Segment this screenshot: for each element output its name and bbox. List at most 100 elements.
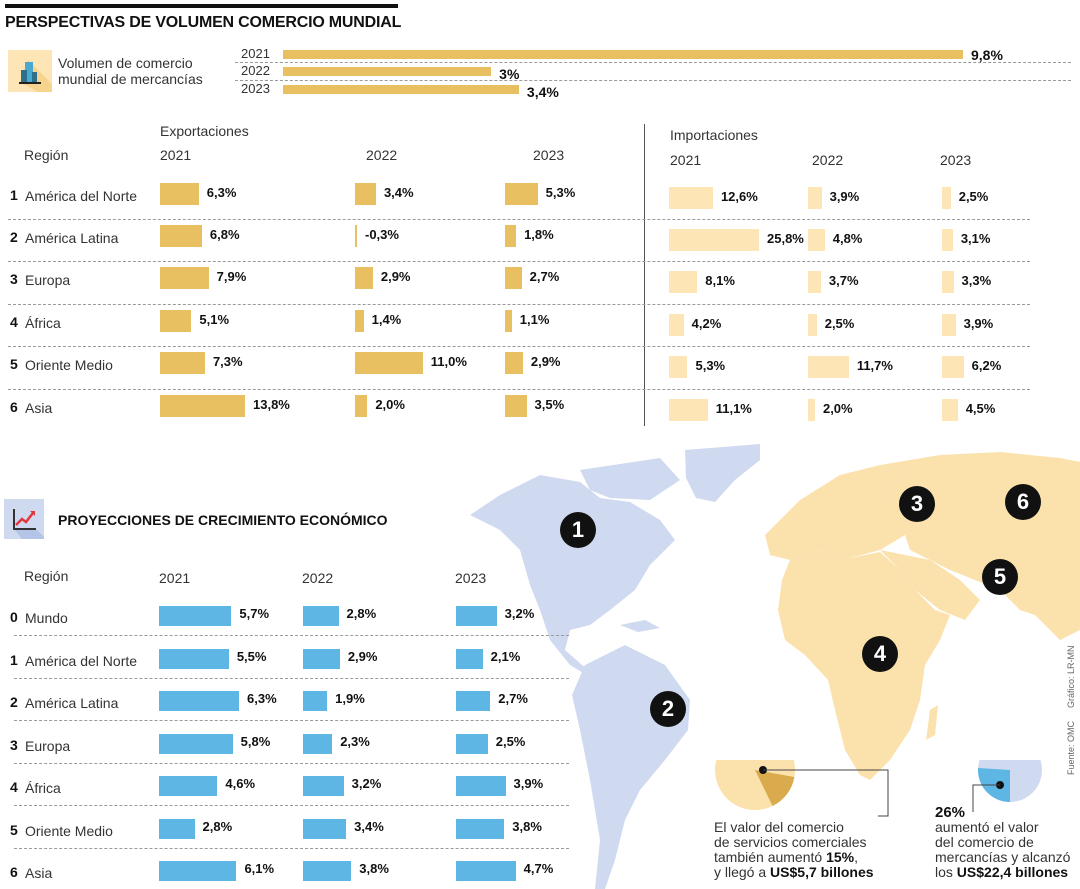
growth-bar [159,649,229,669]
exports-bar [505,352,523,374]
section-divider [644,124,645,426]
row-region-name: Mundo [25,610,68,626]
exports-bar [160,310,192,332]
row-divider [14,635,569,636]
row-region-name: América Latina [25,230,119,246]
title-rule [5,4,398,8]
imports-year-header: 2021 [670,152,702,168]
exports-bar [355,225,357,247]
imports-bar [808,271,821,293]
map-badge-4: 4 [862,636,898,672]
growth-bar [303,606,339,626]
row-region-name: África [25,315,61,331]
volume-label-line1: Volumen de comercio [58,55,193,71]
imports-bar [669,271,698,293]
imports-value-label: 8,1% [705,273,735,288]
imports-bar [808,229,825,251]
volume-year-label: 2023 [241,81,270,96]
exports-header: Exportaciones [160,123,249,139]
goods-note-line1: aumentó el valor [935,819,1039,835]
row-region-name: América del Norte [25,653,138,669]
services-note-line4: y llegó a US$5,7 billones [714,864,874,880]
growth-bar [159,606,232,626]
growth-value-label: 1,9% [335,691,365,706]
row-number: 6 [10,399,18,415]
exports-bar [505,267,522,289]
growth-value-label: 5,8% [240,734,271,749]
page-title: PERSPECTIVAS DE VOLUMEN COMERCIO MUNDIAL [5,14,402,31]
growth-value-label: 4,7% [523,861,554,876]
growth-value-label: 3,8% [359,861,389,876]
exports-value-label: 2,7% [529,269,560,284]
imports-bar [669,314,684,336]
services-note-line1: El valor del comercio [714,819,844,835]
map-badge-3: 3 [899,486,935,522]
growth-bar [159,734,233,754]
exports-value-label: 7,3% [212,354,243,369]
imports-value-label: 11,7% [856,358,893,373]
growth-bar [159,861,237,881]
exports-value-label: 2,0% [375,397,405,412]
growth-year-header: 2021 [159,570,191,586]
growth-value-label: 5,5% [236,649,267,664]
volume-divider [235,80,1071,81]
map-middle-east [880,550,980,620]
imports-value-label: 6,2% [971,358,1002,373]
volume-label: Volumen de comercio mundial de mercancía… [58,55,203,87]
growth-title: PROYECCIONES DE CRECIMIENTO ECONÓMICO [58,512,388,528]
goods-pie [972,760,1042,812]
growth-bar [303,861,352,881]
row-divider [8,389,1030,390]
row-divider [14,763,569,764]
services-note-line3: también aumentó 15%, [714,849,858,865]
goods-note: 26% aumentó el valor del comercio de mer… [935,805,1070,880]
row-number: 3 [10,271,18,287]
imports-value-label: 2,5% [824,316,855,331]
map-greenland [685,444,760,502]
row-region-name: Oriente Medio [25,823,113,839]
growth-bar [456,691,491,711]
row-divider [14,678,569,679]
row-region-name: Asia [25,865,53,881]
services-pie-slice [755,770,795,806]
goods-leader-line [972,784,1000,812]
goods-note-line2: del comercio de [935,834,1034,850]
imports-bar [942,399,958,421]
imports-bar [942,229,953,251]
exports-value-label: 3,5% [534,397,565,412]
exports-bar [160,225,202,247]
imports-bar [942,356,964,378]
imports-bar [942,314,956,336]
row-divider [8,219,1030,220]
growth-bar [159,691,239,711]
imports-value-label: 2,0% [822,401,853,416]
map-caribbean [620,620,660,632]
growth-value-label: 5,7% [239,606,270,621]
volume-divider [235,62,1071,63]
growth-bar [456,606,497,626]
row-region-name: África [25,780,61,796]
growth-year-header: 2022 [302,570,334,586]
growth-value-label: 4,6% [225,776,256,791]
growth-bar [456,649,483,669]
imports-value-label: 12,6% [720,189,758,204]
growth-year-header: 2023 [455,570,487,586]
map-badge-1: 1 [560,512,596,548]
row-number: 3 [10,737,18,753]
map-badge-5: 5 [982,559,1018,595]
exports-bar [355,267,373,289]
row-divider [8,304,1030,305]
exports-bar [355,395,368,417]
services-leader-line [763,769,889,817]
imports-bar [669,399,708,421]
growth-chart-icon [4,499,48,541]
row-region-name: Oriente Medio [25,357,113,373]
exports-value-label: 5,1% [199,312,230,327]
row-divider [8,261,1030,262]
growth-value-label: 3,8% [512,819,542,834]
exports-bar [160,395,245,417]
imports-bar [808,356,849,378]
imports-bar [669,187,713,209]
exports-bar [160,352,205,374]
row-number: 0 [10,609,18,625]
